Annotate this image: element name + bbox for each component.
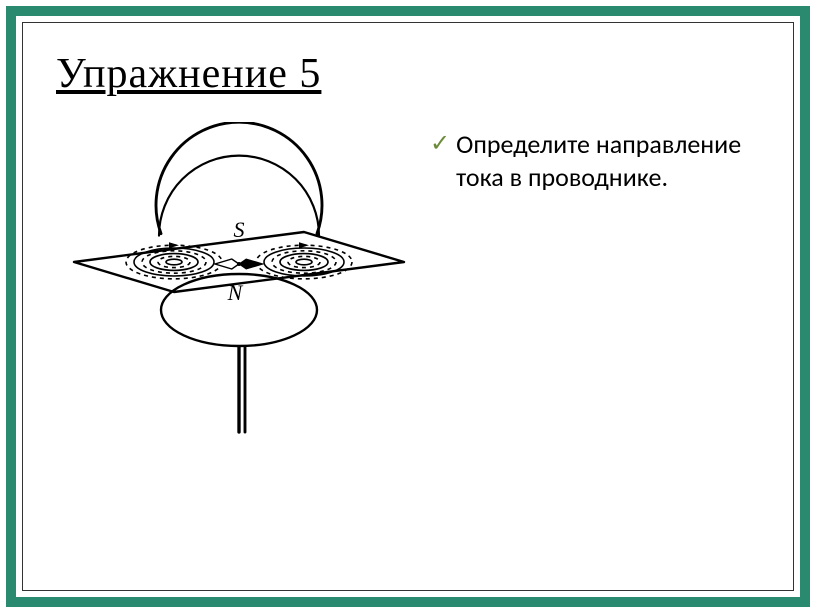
check-icon: ✓ (430, 128, 450, 160)
diagram-svg: SN (56, 122, 416, 442)
svg-text:S: S (234, 217, 245, 242)
slide-content: Упражнение 5 SN ✓ Определите направление… (22, 22, 794, 591)
bullet-line: ✓ Определите направление тока в проводни… (430, 128, 760, 193)
svg-text:N: N (227, 280, 244, 305)
body-row: SN ✓ Определите направление тока в прово… (56, 122, 760, 382)
bullet-text: Определите направление тока в проводнике… (456, 128, 760, 193)
question-text: ✓ Определите направление тока в проводни… (430, 122, 760, 193)
figure: SN (56, 122, 416, 382)
page-title: Упражнение 5 (56, 50, 760, 98)
